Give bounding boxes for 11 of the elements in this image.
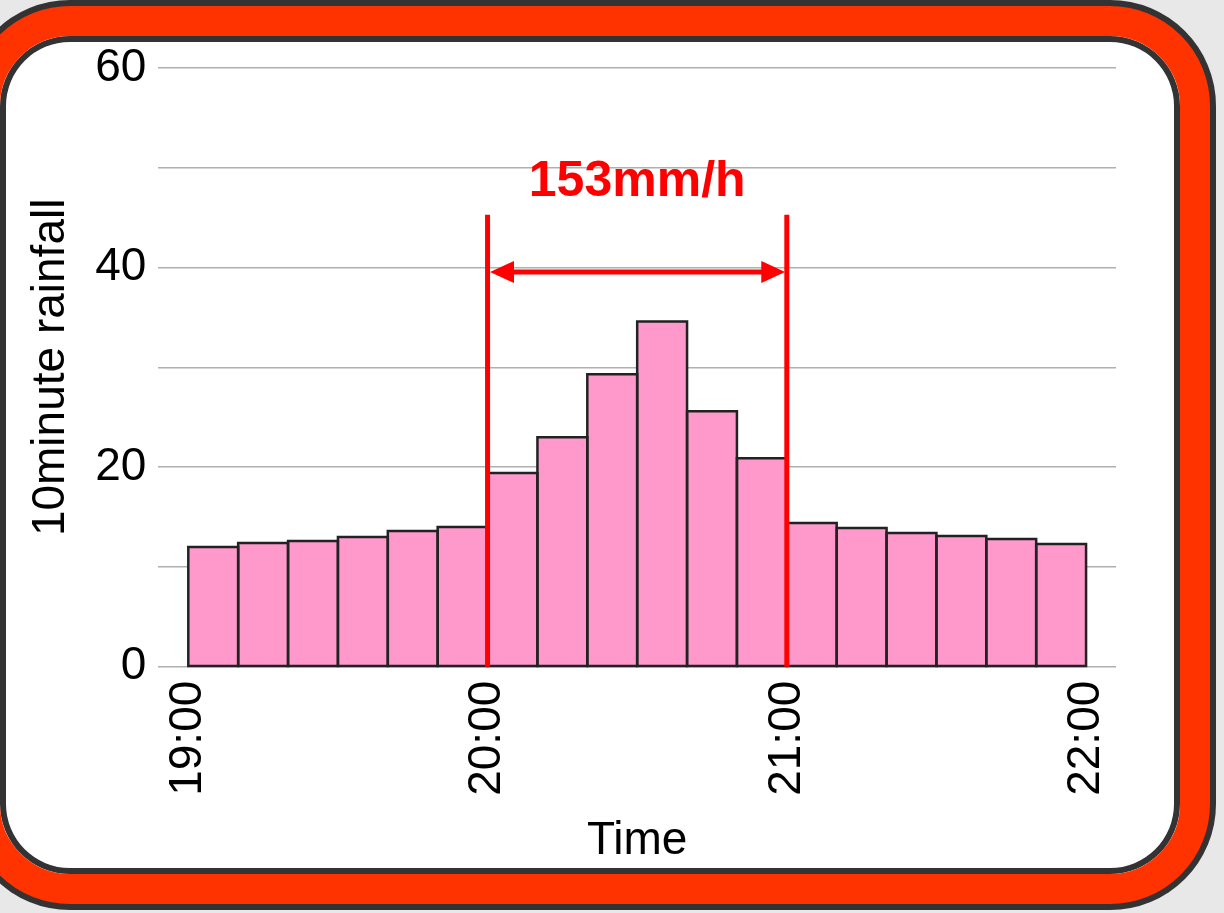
y-tick-label: 60 [95, 38, 147, 91]
x-axis-title: Time [586, 812, 688, 865]
x-tick-label: 19:00 [158, 680, 211, 796]
x-tick-label: 22:00 [1056, 680, 1109, 796]
y-tick-label: 0 [120, 637, 147, 690]
x-tick-label: 20:00 [458, 680, 511, 796]
annotation: 153mm/h [528, 150, 746, 207]
y-axis-title: 10minute rainfall [22, 198, 75, 537]
y-tick-label: 40 [95, 238, 147, 291]
x-tick-label: 21:00 [757, 680, 810, 796]
y-tick-label: 20 [95, 437, 147, 490]
